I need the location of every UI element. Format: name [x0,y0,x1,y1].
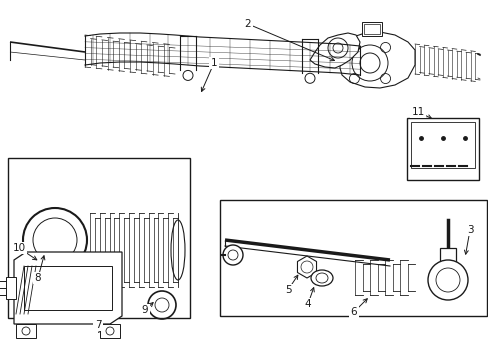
Text: 11: 11 [410,107,424,117]
Text: 8: 8 [35,273,41,283]
Text: 4: 4 [304,299,311,309]
Circle shape [427,260,467,300]
Bar [8,158,190,318]
Bar [410,122,474,168]
Bar [220,200,486,316]
Text: 3: 3 [466,225,472,235]
Bar [406,118,478,180]
Bar [24,266,112,310]
Text: 2: 2 [244,19,251,29]
Bar [100,324,120,338]
Text: 6: 6 [350,307,357,317]
Bar [439,248,455,272]
Circle shape [223,245,243,265]
Bar [16,324,36,338]
Bar [363,24,379,34]
Polygon shape [309,33,359,68]
Text: 7: 7 [95,320,101,330]
Polygon shape [339,32,414,88]
Text: 5: 5 [284,285,291,295]
Text: 9: 9 [142,305,148,315]
Polygon shape [14,252,122,324]
Ellipse shape [310,270,332,286]
Text: 10: 10 [12,243,25,253]
Text: 1: 1 [210,58,217,68]
Text: 7: 7 [95,325,102,335]
Bar [361,22,381,36]
Bar [6,277,16,299]
